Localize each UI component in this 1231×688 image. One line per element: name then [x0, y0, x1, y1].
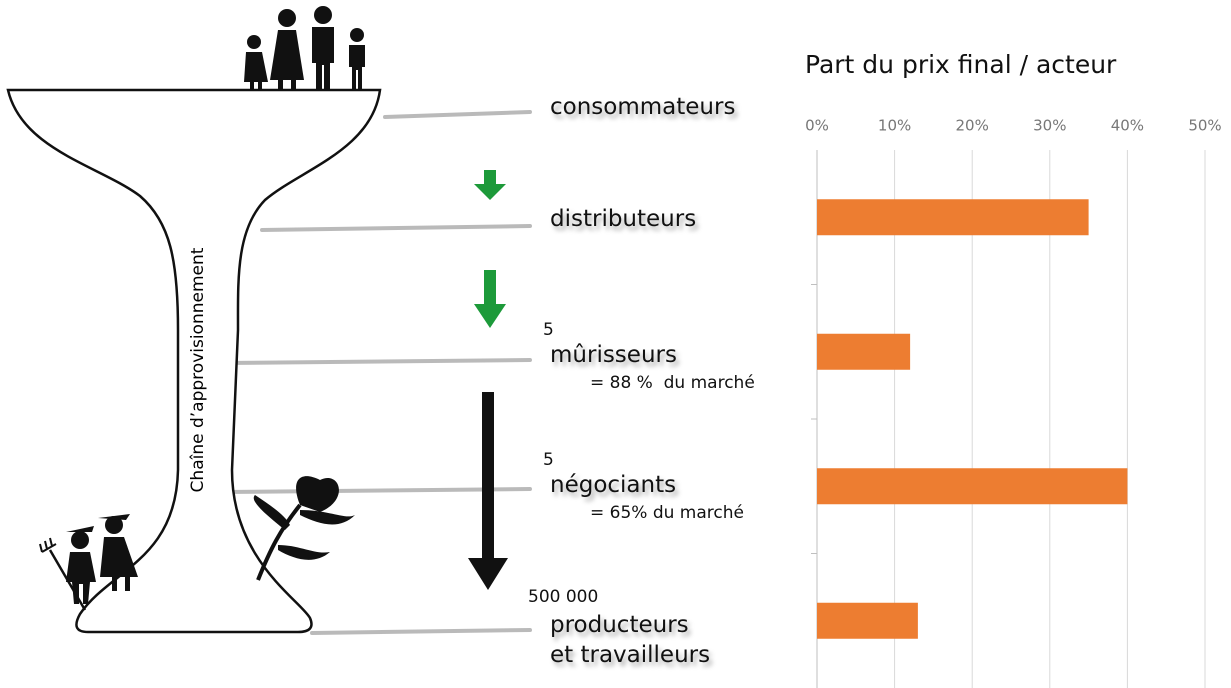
consumers-icon — [244, 6, 365, 90]
bar — [817, 468, 1128, 505]
bar — [817, 199, 1089, 236]
plant-icon — [253, 476, 355, 581]
streak — [223, 487, 532, 494]
level-note: = 65% du marché — [590, 503, 744, 523]
workers-icon — [39, 514, 138, 611]
streaks — [223, 110, 532, 635]
arrow — [474, 170, 506, 200]
side-label: Chaîne d’approvisionnement — [188, 247, 208, 492]
x-tick-label: 20% — [956, 117, 989, 135]
level-label: négociants — [550, 472, 677, 498]
bar — [817, 333, 911, 370]
level-count: 5 — [543, 320, 554, 340]
streak — [310, 628, 532, 635]
arrows — [468, 170, 508, 590]
x-tick-label: 50% — [1188, 117, 1221, 135]
streak — [260, 224, 532, 232]
x-tick-label: 40% — [1111, 117, 1144, 135]
level-count: 5 — [543, 450, 554, 470]
level-label: consommateurs — [550, 94, 736, 120]
chart-title: Part du prix final / acteur — [805, 50, 1117, 79]
level-label: distributeurs — [550, 206, 697, 232]
level-label: mûrisseurs — [550, 342, 677, 368]
level-note: = 88 % du marché — [590, 373, 755, 393]
arrow — [468, 392, 508, 590]
level-count: 500 000 — [528, 587, 599, 607]
level-label: producteurs et travailleurs — [550, 612, 711, 668]
funnel — [6, 88, 382, 634]
streak — [223, 358, 532, 365]
bar-chart: Part du prix final / acteur 0% 10% 20% 30% 40… — [805, 50, 1222, 688]
x-tick-label: 0% — [805, 117, 829, 135]
x-tick-label: 10% — [878, 117, 911, 135]
arrow — [474, 270, 506, 328]
bar — [817, 602, 918, 639]
x-tick-label: 30% — [1033, 117, 1066, 135]
streak — [383, 110, 532, 119]
